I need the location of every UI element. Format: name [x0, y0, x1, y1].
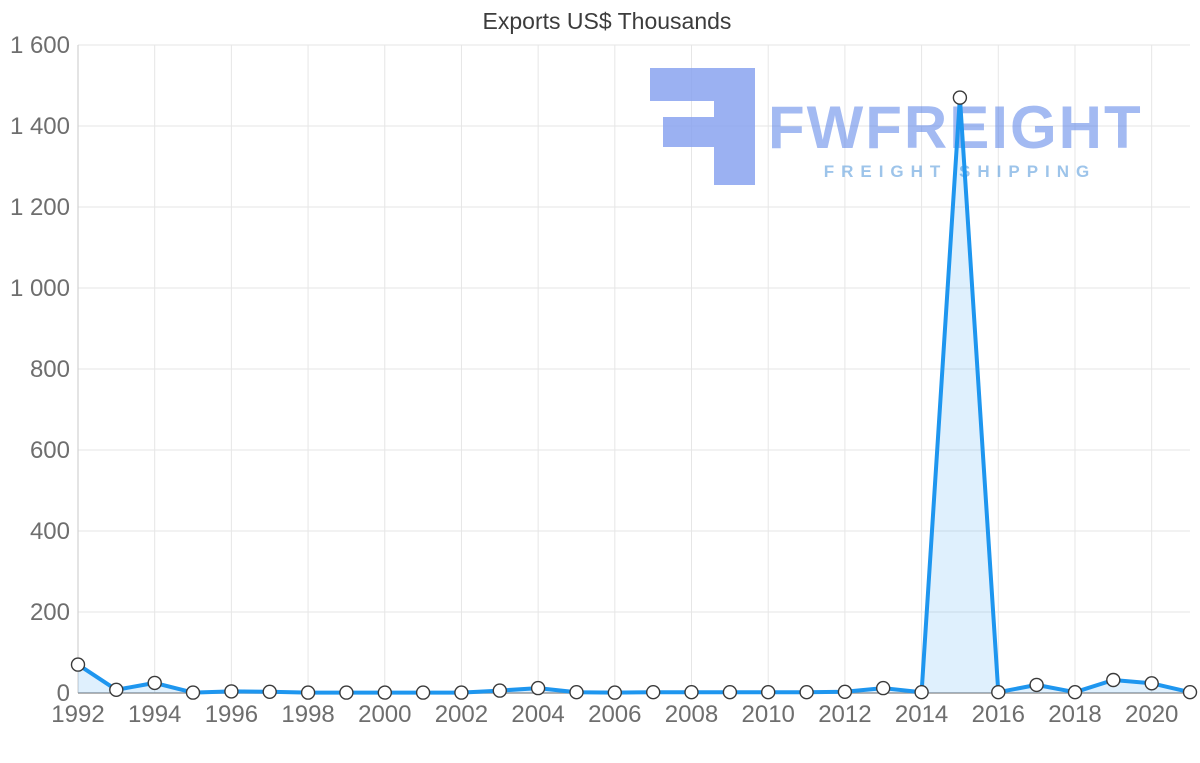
data-point-2016[interactable] [991, 685, 1006, 700]
series-markers [70, 90, 1198, 700]
data-point-2000[interactable] [377, 685, 392, 700]
x-axis-label: 2016 [972, 701, 1025, 728]
data-point-1992[interactable] [70, 657, 86, 672]
data-point-2010[interactable] [761, 685, 776, 700]
data-point-2008[interactable] [684, 685, 699, 700]
data-point-2007[interactable] [646, 685, 661, 700]
data-point-2006[interactable] [607, 685, 622, 700]
y-axis-label: 1 000 [10, 275, 70, 302]
x-axis-label: 1994 [128, 701, 181, 728]
area-fill [78, 97, 1190, 694]
data-point-1996[interactable] [224, 684, 239, 699]
data-point-2009[interactable] [722, 685, 738, 700]
x-axis-label: 1996 [205, 701, 258, 728]
data-point-2014[interactable] [914, 685, 929, 700]
x-axis-label: 2002 [435, 701, 488, 728]
data-point-2018[interactable] [1067, 685, 1083, 700]
chart-title: Exports US$ Thousands [483, 8, 732, 34]
x-axis-label: 2012 [818, 701, 871, 728]
data-point-2001[interactable] [415, 685, 431, 700]
y-axis-label: 1 200 [10, 194, 70, 221]
y-axis-label: 1 600 [10, 32, 70, 59]
data-point-2002[interactable] [454, 685, 469, 700]
data-point-1997[interactable] [262, 684, 277, 699]
y-axis-label: 800 [30, 356, 70, 383]
y-axis-label: 400 [30, 518, 70, 545]
data-point-2005[interactable] [569, 685, 584, 700]
x-axis-label: 2010 [742, 701, 795, 728]
data-point-1999[interactable] [339, 685, 354, 700]
data-point-2017[interactable] [1029, 677, 1044, 693]
data-point-2013[interactable] [876, 680, 891, 696]
x-axis-label: 2008 [665, 701, 718, 728]
x-axis-label: 2020 [1125, 701, 1178, 728]
y-axis-label: 200 [30, 599, 70, 626]
series-line [76, 95, 1192, 695]
data-point-1993[interactable] [109, 682, 124, 697]
data-point-2015[interactable] [952, 90, 968, 105]
data-point-1998[interactable] [300, 685, 316, 700]
series-area [78, 97, 1190, 694]
data-point-1995[interactable] [185, 685, 201, 700]
data-point-2003[interactable] [492, 683, 507, 698]
y-axis-label: 1 400 [10, 113, 70, 140]
y-axis-label: 600 [30, 437, 70, 464]
data-point-2011[interactable] [799, 685, 814, 700]
data-line [76, 95, 1192, 695]
y-axis-label: 0 [57, 680, 70, 707]
data-point-2020[interactable] [1144, 676, 1159, 691]
x-axis-label: 2000 [358, 701, 411, 728]
watermark: FWFREIGHT FREIGHT SHIPPING [650, 68, 1143, 185]
x-axis-label: 2004 [511, 701, 564, 728]
x-axis-label: 1998 [281, 701, 334, 728]
data-point-2004[interactable] [530, 680, 546, 696]
fwfreight-logo-icon [650, 68, 755, 185]
gridlines [77, 44, 1190, 693]
data-point-2012[interactable] [837, 684, 853, 699]
x-axis-label: 1992 [51, 701, 104, 728]
data-point-2019[interactable] [1106, 672, 1121, 688]
data-point-1994[interactable] [147, 675, 162, 691]
x-axis-label: 2014 [895, 701, 948, 728]
y-axis-labels: 0 200 400 600 800 1 000 1 200 1 400 1 600 [10, 32, 70, 707]
data-point-2021[interactable] [1182, 685, 1198, 700]
x-axis-label: 2006 [588, 701, 641, 728]
x-axis-label: 2018 [1048, 701, 1101, 728]
x-axis-labels: 1992 1994 1996 1998 2000 2002 2004 2006 2008 2010… [51, 701, 1178, 728]
watermark-brand: FWFREIGHT [768, 94, 1143, 161]
